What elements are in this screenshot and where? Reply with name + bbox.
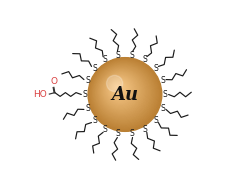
Circle shape bbox=[106, 75, 135, 105]
Circle shape bbox=[98, 68, 146, 116]
Text: S: S bbox=[103, 125, 107, 134]
Circle shape bbox=[88, 58, 162, 131]
Text: S: S bbox=[92, 116, 97, 125]
Text: S: S bbox=[92, 64, 97, 73]
Circle shape bbox=[111, 80, 127, 97]
Circle shape bbox=[115, 85, 121, 90]
Circle shape bbox=[102, 72, 141, 110]
Text: S: S bbox=[153, 116, 158, 125]
Circle shape bbox=[106, 75, 123, 91]
Circle shape bbox=[110, 80, 128, 98]
Text: S: S bbox=[85, 104, 90, 113]
Text: S: S bbox=[143, 55, 147, 64]
Text: S: S bbox=[160, 104, 165, 113]
Circle shape bbox=[96, 66, 150, 119]
Circle shape bbox=[104, 74, 137, 107]
Circle shape bbox=[106, 76, 134, 104]
Text: S: S bbox=[116, 51, 120, 60]
Text: S: S bbox=[116, 129, 120, 138]
Circle shape bbox=[92, 61, 156, 126]
Circle shape bbox=[90, 59, 160, 129]
Circle shape bbox=[94, 64, 153, 122]
Circle shape bbox=[99, 69, 145, 115]
Text: S: S bbox=[83, 90, 88, 99]
Circle shape bbox=[100, 69, 144, 114]
Circle shape bbox=[112, 82, 125, 95]
Text: S: S bbox=[153, 64, 158, 73]
Circle shape bbox=[95, 65, 151, 120]
Circle shape bbox=[98, 67, 147, 117]
Circle shape bbox=[101, 71, 142, 111]
Text: O: O bbox=[51, 77, 58, 85]
Circle shape bbox=[113, 83, 124, 94]
Circle shape bbox=[116, 85, 120, 89]
Text: S: S bbox=[103, 55, 107, 64]
Circle shape bbox=[108, 77, 132, 101]
Text: S: S bbox=[130, 51, 134, 60]
Circle shape bbox=[91, 60, 157, 127]
Text: S: S bbox=[85, 76, 90, 85]
Circle shape bbox=[93, 63, 154, 124]
Circle shape bbox=[89, 58, 161, 130]
Circle shape bbox=[107, 77, 133, 102]
Circle shape bbox=[92, 62, 155, 125]
Circle shape bbox=[115, 84, 122, 91]
Circle shape bbox=[109, 78, 131, 100]
Text: HO: HO bbox=[33, 90, 46, 99]
Circle shape bbox=[103, 73, 139, 108]
Circle shape bbox=[105, 74, 136, 106]
Circle shape bbox=[95, 64, 152, 121]
Text: S: S bbox=[160, 76, 165, 85]
Circle shape bbox=[112, 81, 126, 96]
Circle shape bbox=[117, 86, 119, 88]
Circle shape bbox=[103, 72, 140, 109]
Circle shape bbox=[97, 67, 149, 118]
Circle shape bbox=[109, 79, 130, 99]
Text: S: S bbox=[130, 129, 134, 138]
Circle shape bbox=[90, 60, 158, 128]
Text: S: S bbox=[162, 90, 167, 99]
Text: S: S bbox=[143, 125, 147, 134]
Text: Au: Au bbox=[111, 85, 139, 104]
Circle shape bbox=[114, 83, 123, 92]
Circle shape bbox=[100, 70, 143, 112]
